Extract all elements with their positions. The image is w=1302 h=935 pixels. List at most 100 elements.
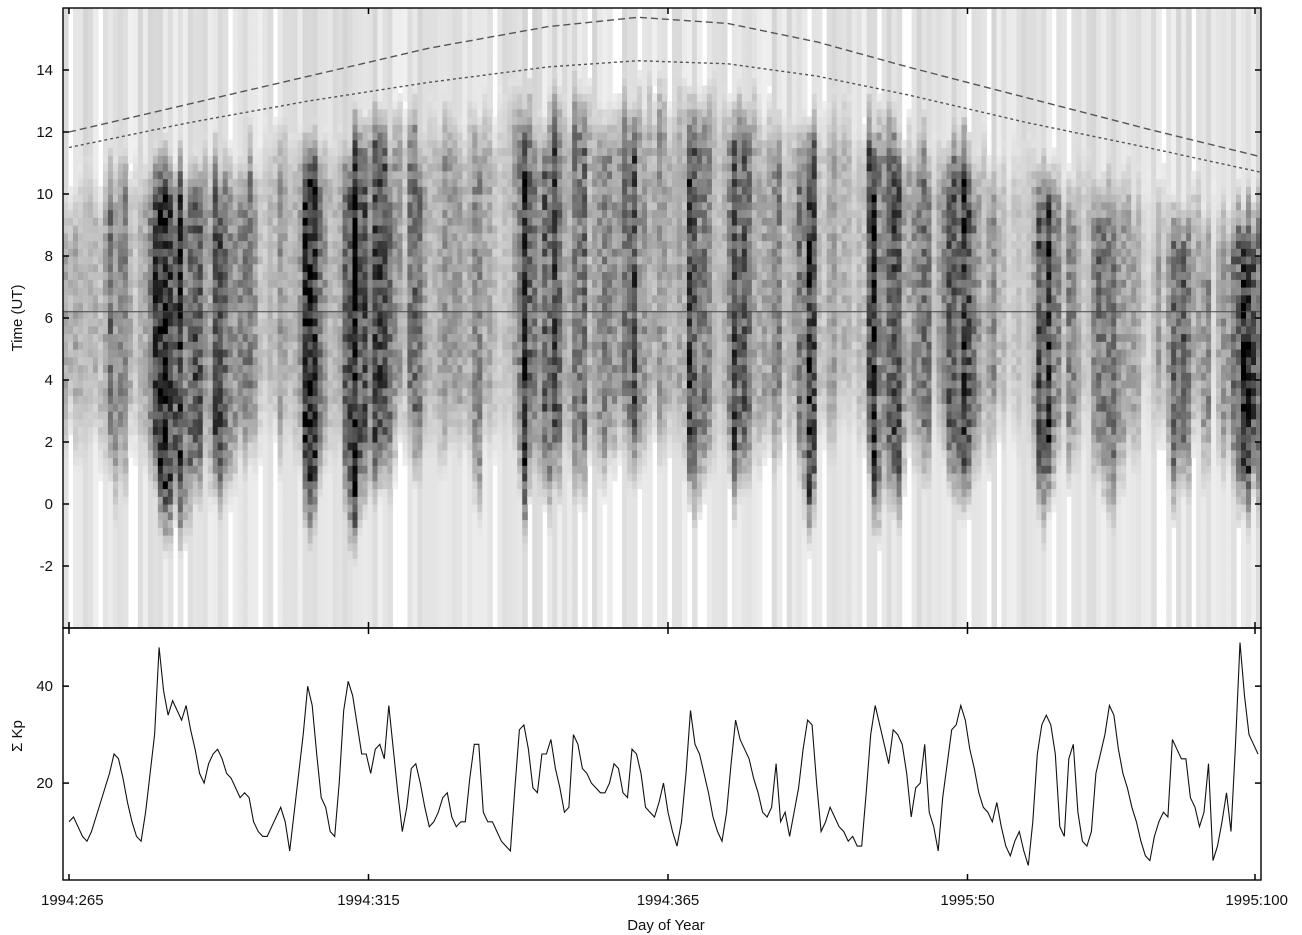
heatmap-cell [92, 8, 99, 17]
heatmap-cell [142, 240, 149, 249]
heatmap-cell [197, 380, 204, 389]
heatmap-cell [152, 46, 159, 56]
heatmap-cell [77, 496, 84, 505]
heatmap-cell [63, 356, 69, 366]
heatmap-cell [177, 465, 184, 474]
heatmap-cell [217, 434, 224, 443]
heatmap-cell [352, 488, 359, 497]
heatmap-cell [192, 39, 199, 48]
heatmap-cell [187, 612, 194, 621]
heatmap-cell [252, 70, 259, 79]
heatmap-cell [77, 124, 84, 133]
heatmap-cell [207, 46, 214, 56]
heatmap-cell [63, 480, 69, 490]
heatmap-cell [297, 271, 304, 280]
heatmap-cell [92, 101, 99, 110]
heatmap-cell [212, 411, 219, 420]
heatmap-cell [63, 170, 69, 180]
heatmap-cell [337, 124, 344, 133]
heatmap-cell [302, 310, 309, 319]
heatmap-cell [63, 457, 69, 466]
heatmap-cell [317, 519, 324, 528]
heatmap-cell [287, 333, 294, 342]
heatmap-cell [197, 558, 204, 567]
heatmap-cell [157, 349, 164, 358]
heatmap-cell [302, 39, 309, 48]
heatmap-cell [72, 418, 79, 428]
heatmap-cell [212, 364, 219, 373]
heatmap-cell [157, 194, 164, 203]
heatmap-cell [237, 93, 244, 102]
heatmap-cell [267, 62, 274, 71]
heatmap-cell [227, 325, 234, 335]
heatmap-cell [347, 132, 354, 141]
heatmap-cell [252, 380, 259, 389]
heatmap-cell [357, 535, 364, 544]
heatmap-cell [207, 294, 214, 304]
heatmap-cell [82, 434, 89, 443]
heatmap-cell [302, 581, 309, 590]
heatmap-cell [197, 519, 204, 528]
heatmap-cell [247, 511, 254, 521]
heatmap-cell [322, 380, 329, 389]
heatmap-cell [212, 504, 219, 513]
heatmap-cell [342, 566, 349, 575]
heatmap-cell [382, 186, 389, 195]
heatmap-cell [347, 550, 354, 559]
heatmap-cell [207, 589, 214, 598]
heatmap-cell [147, 504, 154, 513]
heatmap-cell [337, 403, 344, 412]
heatmap-cell [247, 550, 254, 559]
heatmap-cell [377, 325, 384, 335]
heatmap-cell [152, 418, 159, 428]
heatmap-cell [262, 372, 269, 381]
heatmap-cell [172, 480, 179, 490]
heatmap-cell [272, 178, 279, 187]
heatmap-cell [252, 612, 259, 621]
heatmap-cell [157, 85, 164, 94]
heatmap-cell [207, 426, 214, 435]
heatmap-cell [357, 217, 364, 226]
heatmap-cell [352, 8, 359, 17]
heatmap-cell [322, 581, 329, 590]
heatmap-cell [177, 442, 184, 451]
heatmap-cell [102, 542, 109, 552]
heatmap-cell [82, 442, 89, 451]
heatmap-cell [277, 147, 284, 156]
heatmap-cell [242, 356, 249, 366]
heatmap-cell [312, 31, 319, 40]
heatmap-cell [147, 558, 154, 567]
heatmap-cell [87, 163, 94, 172]
heatmap-cell [257, 31, 264, 40]
heatmap-cell [322, 178, 329, 187]
heatmap-cell [307, 302, 314, 311]
heatmap-cell [352, 597, 359, 606]
heatmap-cell [357, 620, 364, 628]
heatmap-cell [292, 504, 299, 513]
heatmap-cell [72, 101, 79, 110]
heatmap-cell [272, 372, 279, 381]
heatmap-cell [87, 403, 94, 412]
heatmap-cell [267, 442, 274, 451]
heatmap-cell [267, 473, 274, 482]
heatmap-cell [77, 54, 84, 63]
heatmap-cell [252, 589, 259, 598]
heatmap-cell [362, 147, 369, 156]
heatmap-cell [377, 511, 384, 521]
heatmap-cell [372, 225, 379, 234]
heatmap-cell [152, 581, 159, 590]
heatmap-cell [227, 457, 234, 466]
heatmap-cell [207, 473, 214, 482]
heatmap-cell [352, 294, 359, 304]
heatmap-cell [282, 39, 289, 48]
heatmap-cell [92, 194, 99, 203]
heatmap-cell [117, 54, 124, 63]
heatmap-cell [157, 511, 164, 521]
heatmap-cell [142, 387, 149, 397]
heatmap-cell [182, 387, 189, 397]
heatmap-cell [232, 341, 239, 350]
heatmap-cell [377, 589, 384, 598]
heatmap-cell [377, 93, 384, 102]
heatmap-cell [172, 23, 179, 32]
heatmap-cell [252, 465, 259, 474]
